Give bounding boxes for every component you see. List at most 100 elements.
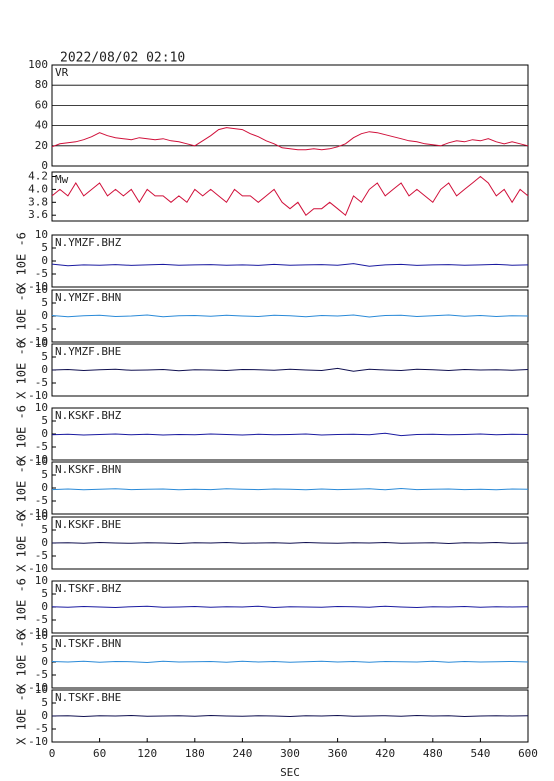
series-line [51, 541, 529, 545]
x-axis-label: SEC [280, 766, 300, 779]
x-tick-label: 0 [49, 747, 56, 760]
y-tick-label: 10 [35, 629, 48, 642]
y-tick-label: 5 [41, 350, 48, 363]
y-tick-label: -10 [28, 735, 48, 748]
series-label: Mw [55, 173, 69, 186]
y-tick-label: 5 [41, 296, 48, 309]
series-label: N.YMZF.BHN [55, 291, 121, 304]
y-tick-label: 10 [35, 401, 48, 414]
y-tick-label: 10 [35, 455, 48, 468]
y-tick-label: -10 [28, 453, 48, 466]
y-axis-label: X 10E -6 [15, 578, 29, 636]
panel-frame [51, 64, 529, 167]
y-tick-label: 4.0 [28, 182, 48, 195]
series-label: N.KSKF.BHE [55, 518, 121, 531]
y-tick-label: 80 [35, 78, 48, 91]
x-tick-label: 240 [232, 747, 252, 760]
y-tick-label: -5 [35, 549, 48, 562]
y-tick-label: -5 [35, 376, 48, 389]
y-tick-label: 0 [41, 254, 48, 267]
y-tick-label: 10 [35, 228, 48, 241]
y-tick-label: 10 [35, 337, 48, 350]
chart-title: 2022/08/02 02:10 [60, 51, 185, 66]
y-tick-label: -5 [35, 722, 48, 735]
panel-frame [51, 171, 529, 222]
y-tick-label: -5 [35, 613, 48, 626]
y-tick-label: 10 [35, 574, 48, 587]
y-tick-label: 40 [35, 119, 48, 132]
y-tick-label: -5 [35, 668, 48, 681]
series-label: N.YMZF.BHE [55, 345, 121, 358]
series-line [51, 660, 529, 664]
y-axis-label: X 10E -6 [15, 405, 29, 463]
x-tick-label: 360 [328, 747, 348, 760]
y-tick-label: -10 [28, 389, 48, 402]
y-tick-label: 100 [28, 58, 48, 71]
y-axis-label: X 10E -6 [15, 514, 29, 572]
y-tick-label: -10 [28, 280, 48, 293]
series-label: N.TSKF.BHN [55, 637, 121, 650]
y-tick-label: -5 [35, 494, 48, 507]
y-tick-label: -5 [35, 267, 48, 280]
y-tick-label: 5 [41, 642, 48, 655]
series-line [51, 432, 529, 437]
series-label: N.YMZF.BHZ [55, 236, 122, 249]
series-line [51, 487, 529, 491]
series-label: N.TSKF.BHE [55, 691, 121, 704]
x-tick-label: 180 [185, 747, 205, 760]
series-line [51, 314, 529, 318]
y-tick-label: -10 [28, 335, 48, 348]
series-line [51, 605, 529, 609]
y-tick-label: 0 [41, 709, 48, 722]
y-tick-label: 0 [41, 159, 48, 172]
y-tick-label: 20 [35, 139, 48, 152]
y-tick-label: 0 [41, 655, 48, 668]
y-tick-label: 0 [41, 600, 48, 613]
series-label: VR [55, 66, 69, 79]
y-tick-label: -10 [28, 562, 48, 575]
panel-frame [51, 461, 529, 515]
y-tick-label: 3.8 [28, 195, 48, 208]
series-label: N.TSKF.BHZ [55, 582, 122, 595]
y-tick-label: 0 [41, 536, 48, 549]
y-tick-label: 5 [41, 523, 48, 536]
series-line [51, 263, 529, 267]
panel-frame [51, 234, 529, 288]
y-tick-label: 0 [41, 481, 48, 494]
y-tick-label: -5 [35, 322, 48, 335]
x-tick-label: 60 [93, 747, 106, 760]
y-tick-label: 4.2 [28, 170, 48, 183]
x-tick-label: 300 [280, 747, 300, 760]
y-tick-label: 5 [41, 468, 48, 481]
y-axis-label: X 10E -6 [15, 287, 29, 345]
y-tick-label: 5 [41, 696, 48, 709]
y-axis-label: X 10E -6 [15, 687, 29, 745]
y-axis-label: X 10E -6 [15, 232, 29, 290]
y-tick-label: -5 [35, 440, 48, 453]
y-tick-label: 0 [41, 363, 48, 376]
y-tick-label: -10 [28, 681, 48, 694]
y-tick-label: 5 [41, 587, 48, 600]
y-tick-label: 0 [41, 427, 48, 440]
y-axis-label: X 10E -6 [15, 633, 29, 691]
series-line [51, 175, 529, 217]
y-tick-label: 3.6 [28, 208, 48, 221]
series-line [51, 714, 529, 718]
series-label: N.KSKF.BHN [55, 463, 121, 476]
x-tick-label: 540 [470, 747, 490, 760]
y-tick-label: 60 [35, 98, 48, 111]
y-tick-label: 5 [41, 414, 48, 427]
x-tick-label: 420 [375, 747, 395, 760]
y-tick-label: 10 [35, 283, 48, 296]
y-axis-label: X 10E -6 [15, 459, 29, 517]
y-tick-label: -10 [28, 626, 48, 639]
y-tick-label: 0 [41, 309, 48, 322]
x-tick-label: 600 [518, 747, 538, 760]
series-label: N.KSKF.BHZ [55, 409, 122, 422]
series-line [51, 127, 529, 151]
y-tick-label: 10 [35, 683, 48, 696]
y-tick-label: 10 [35, 510, 48, 523]
y-tick-label: 5 [41, 241, 48, 254]
y-tick-label: -10 [28, 507, 48, 520]
